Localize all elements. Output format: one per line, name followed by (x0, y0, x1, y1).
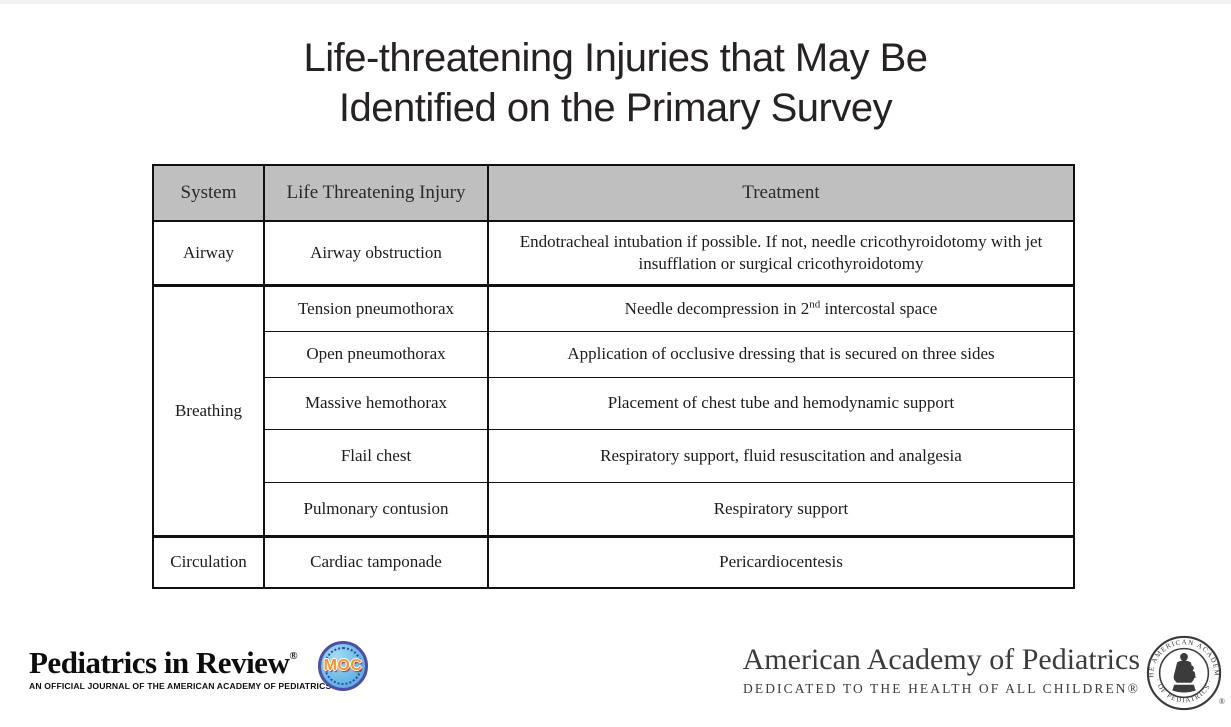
column-header-system: System (152, 164, 265, 222)
table-row-massive-hemothorax: Massive hemothorax Placement of chest tu… (153, 376, 1075, 430)
aap-wordmark: American Academy of Pediatrics (742, 643, 1140, 676)
registered-mark: ® (289, 650, 298, 662)
injury-cell: Tension pneumothorax (263, 283, 489, 332)
slide-title-line1: Life-threatening Injuries that May Be (303, 36, 928, 80)
table-row-open-pneumothorax: Open pneumothorax Application of occlusi… (153, 330, 1075, 378)
aap-seal-svg: THE AMERICAN ACADEMY · OF PEDIATRICS · (1142, 628, 1222, 711)
system-cell-airway: Airway (152, 220, 265, 286)
pediatrics-in-review-tagline: AN OFFICIAL JOURNAL OF THE AMERICAN ACAD… (29, 681, 332, 691)
moc-dotted-ring (324, 647, 362, 685)
treatment-cell: Respiratory support, fluid resuscitation… (487, 428, 1075, 483)
table-row-airway-obstruction: Airway Airway obstruction Endotracheal i… (152, 220, 1075, 286)
injury-cell: Flail chest (263, 428, 489, 483)
column-header-treatment: Treatment (487, 164, 1075, 222)
column-header-injury: Life Threatening Injury (263, 164, 489, 222)
pediatrics-in-review-wordmark: Pediatrics in Review® (29, 640, 331, 679)
aap-text-block: American Academy of Pediatrics DEDICATED… (743, 643, 1140, 703)
table-header-row: System Life Threatening Injury Treatment (152, 164, 1075, 222)
moc-badge-icon: MOC (318, 641, 368, 691)
aap-seal-icon: THE AMERICAN ACADEMY · OF PEDIATRICS · ® (1142, 628, 1225, 712)
injury-table: System Life Threatening Injury Treatment… (152, 164, 1075, 589)
table-row-flail-chest: Flail chest Respiratory support, fluid r… (153, 428, 1075, 483)
table-row-pulmonary-contusion: Pulmonary contusion Respiratory support (153, 481, 1075, 537)
table-row-tension-pneumothorax: Breathing Tension pneumothorax Needle de… (152, 283, 1075, 537)
treatment-cell: Placement of chest tube and hemodynamic … (487, 376, 1075, 430)
aap-tagline: DEDICATED TO THE HEALTH OF ALL CHILDREN® (743, 681, 1140, 696)
injury-cell: Open pneumothorax (263, 330, 489, 378)
treatment-text: intercostal space (820, 298, 938, 318)
seal-figure (1172, 653, 1196, 693)
pediatrics-in-review-logo: Pediatrics in Review® AN OFFICIAL JOURNA… (29, 640, 332, 692)
injury-cell: Pulmonary contusion (263, 481, 489, 537)
top-edge-strip (0, 0, 1231, 4)
american-academy-of-pediatrics-logo: American Academy of Pediatrics DEDICATED… (743, 628, 1225, 712)
slide-title: Life-threatening Injuries that May Be Id… (0, 33, 1231, 133)
system-cell-breathing: Breathing (152, 283, 265, 537)
treatment-cell: Respiratory support (487, 481, 1075, 537)
ordinal-superscript: nd (809, 297, 821, 310)
injury-cell: Cardiac tamponade (263, 534, 489, 589)
treatment-cell: Endotracheal intubation if possible. If … (487, 220, 1075, 286)
treatment-cell: Pericardiocentesis (487, 534, 1075, 589)
moc-label: MOC (323, 657, 363, 674)
treatment-text: Needle decompression in 2 (624, 298, 810, 318)
table-row-cardiac-tamponade: Circulation Cardiac tamponade Pericardio… (152, 534, 1075, 589)
system-cell-circulation: Circulation (152, 534, 265, 589)
treatment-cell: Application of occlusive dressing that i… (487, 330, 1075, 378)
injury-cell: Massive hemothorax (263, 376, 489, 430)
treatment-cell: Needle decompression in 2nd intercostal … (487, 283, 1075, 332)
seal-registered-mark: ® (1218, 697, 1225, 706)
injury-cell: Airway obstruction (263, 220, 489, 286)
injury-table-container: System Life Threatening Injury Treatment… (152, 164, 1075, 589)
pediatrics-in-review-text: Pediatrics in Review (29, 645, 290, 680)
slide-title-line2: Identified on the Primary Survey (338, 86, 893, 130)
